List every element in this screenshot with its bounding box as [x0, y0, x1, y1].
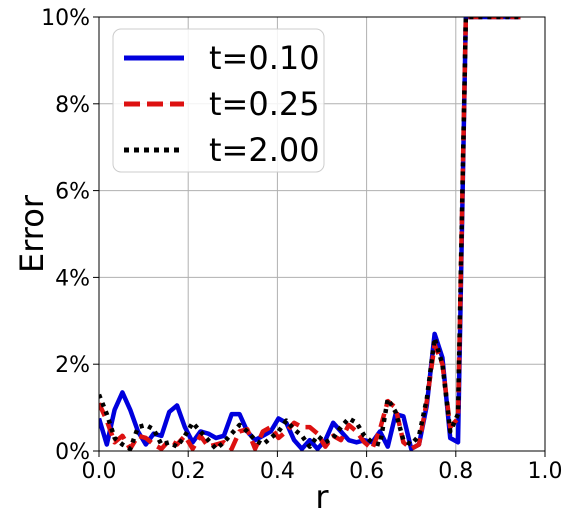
x-tick-label: 1.0: [528, 459, 563, 484]
plot-frame: [98, 16, 546, 452]
legend-label-3: t=2.00: [209, 131, 320, 169]
x-tick-label: 0.6: [349, 459, 384, 484]
y-tick-label: 0%: [55, 440, 90, 465]
legend-label-2: t=0.25: [209, 85, 320, 123]
ticks: 0.0 0.2 0.4 0.6 0.8 1.0 0% 2% 4% 6% 8% 10%: [41, 6, 562, 484]
y-tick-label: 6%: [55, 180, 90, 205]
y-tick-label: 2%: [55, 353, 90, 378]
legend-box: [112, 28, 325, 173]
legend: t=0.10 t=0.25 t=2.00: [112, 28, 325, 173]
y-axis-label: Error: [13, 194, 51, 273]
series-line-3: [99, 17, 521, 451]
x-tick-label: 0.4: [260, 459, 295, 484]
series-layer: [99, 17, 521, 451]
y-tick-label: 8%: [55, 93, 90, 118]
x-tick-label: 0.0: [82, 459, 117, 484]
x-axis-label: r: [315, 478, 329, 516]
series-line-1: [99, 17, 521, 451]
x-tick-label: 0.8: [438, 459, 473, 484]
y-tick-label: 4%: [55, 266, 90, 291]
series-line-2: [99, 17, 521, 451]
legend-label-1: t=0.10: [209, 39, 320, 77]
x-tick-label: 0.2: [171, 459, 206, 484]
y-tick-label: 10%: [41, 6, 90, 31]
